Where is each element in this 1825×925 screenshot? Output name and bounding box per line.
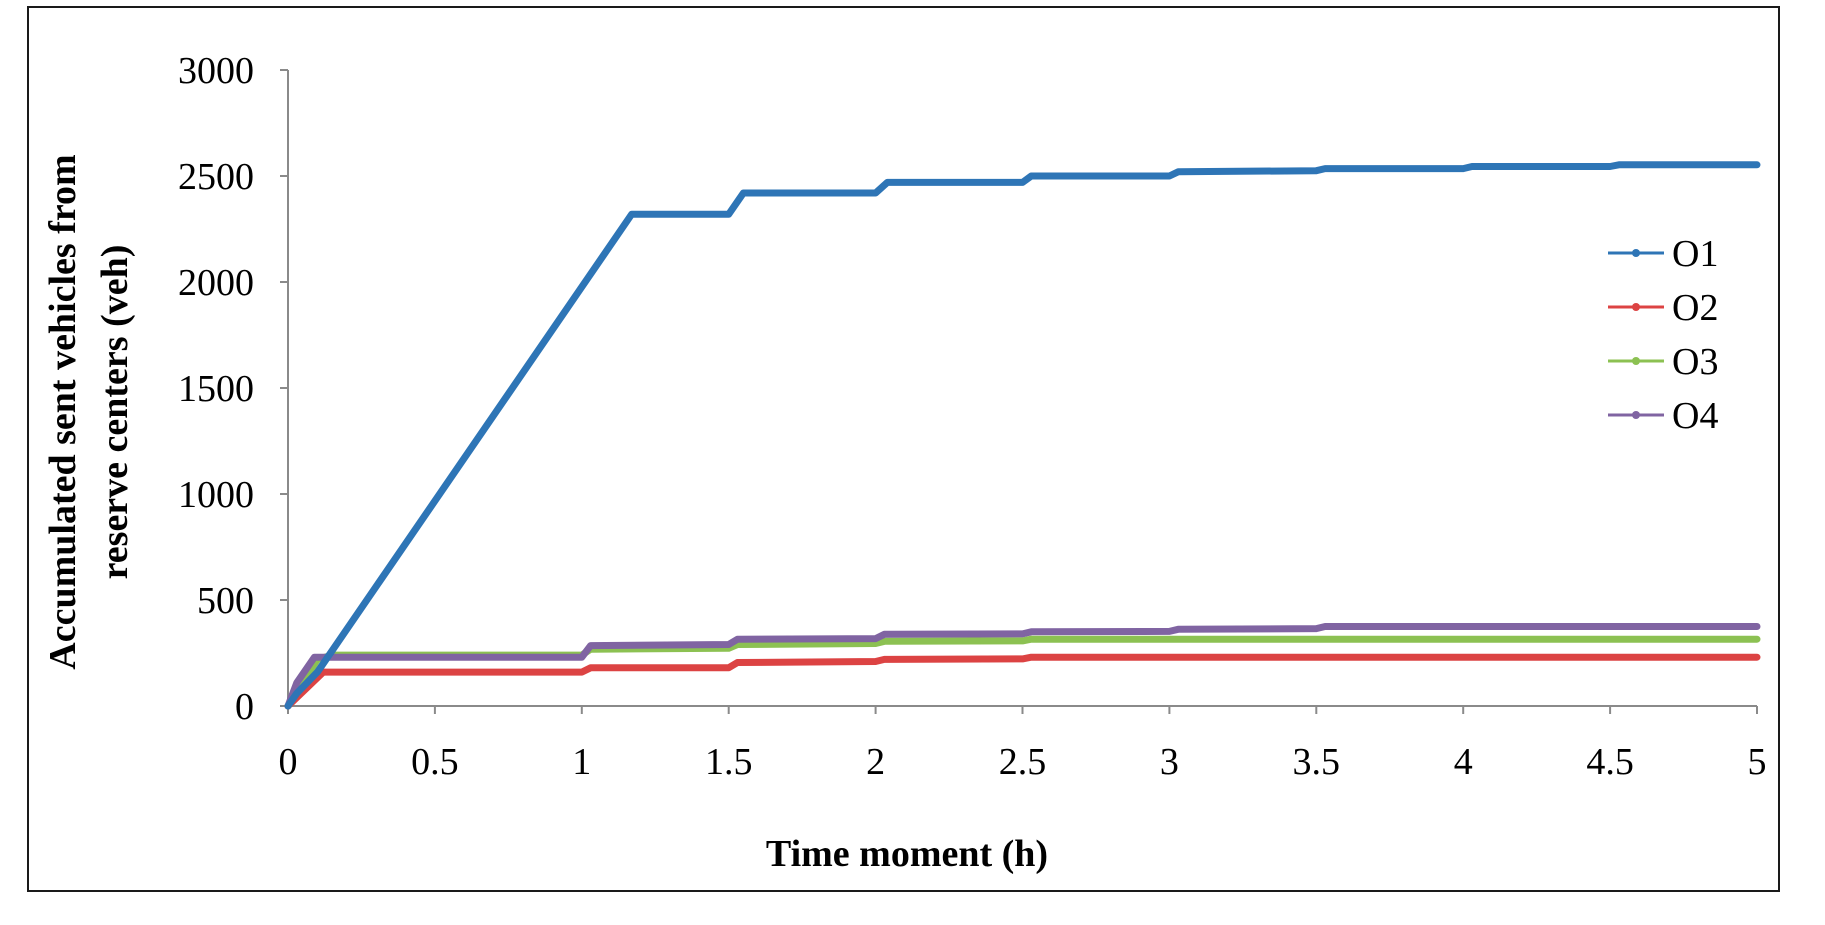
- legend-item-o4: O4: [1608, 395, 1718, 437]
- series-line-o2: [284, 653, 1761, 710]
- y-tick-label: 3000: [178, 50, 254, 92]
- legend-item-o1: O1: [1608, 233, 1718, 275]
- y-tick-label: 1500: [178, 368, 254, 410]
- y-axis-title-line-1: Accumulated sent vehicles from: [42, 154, 84, 669]
- legend-label: O2: [1672, 287, 1718, 329]
- x-tick-label: 5: [1748, 741, 1767, 783]
- y-axis-title: Accumulated sent vehicles from reserve c…: [42, 154, 136, 669]
- ticks: 0 500 1000 1500 2000 2500 3000 0 0.5 1 1.5 2 2.5 3 3.5…: [178, 50, 1767, 783]
- x-tick-label: 4: [1454, 741, 1473, 783]
- chart-frame: [27, 6, 1780, 892]
- y-tick-label: 2500: [178, 156, 254, 198]
- x-axis-title: Time moment (h): [766, 833, 1048, 875]
- y-axis-title-line-2: reserve centers (veh): [94, 245, 136, 580]
- legend-label: O3: [1672, 341, 1718, 383]
- x-tick-label: 3.5: [1293, 741, 1341, 783]
- series-line-o4: [284, 623, 1761, 710]
- legend-label: O4: [1672, 395, 1718, 437]
- y-tick-label: 0: [235, 686, 254, 728]
- legend-marker: [1632, 357, 1640, 365]
- legend-marker: [1632, 303, 1640, 311]
- y-tick-label: 500: [197, 580, 254, 622]
- series-lines: [284, 161, 1761, 710]
- legend-item-o2: O2: [1608, 287, 1718, 329]
- x-tick-label: 0: [279, 741, 298, 783]
- legend-item-o3: O3: [1608, 341, 1718, 383]
- x-tick-label: 4.5: [1586, 741, 1634, 783]
- legend-marker: [1632, 411, 1640, 419]
- x-tick-label: 2: [866, 741, 885, 783]
- y-tick-label: 1000: [178, 474, 254, 516]
- x-tick-label: 3: [1160, 741, 1179, 783]
- legend-marker: [1632, 249, 1640, 257]
- y-tick-label: 2000: [178, 262, 254, 304]
- x-tick-label: 0.5: [411, 741, 459, 783]
- series-line-o1: [284, 161, 1761, 710]
- x-tick-label: 1: [572, 741, 591, 783]
- legend: O1 O2 O3 O4: [1608, 233, 1718, 437]
- x-tick-label: 2.5: [999, 741, 1047, 783]
- x-tick-label: 1.5: [705, 741, 753, 783]
- legend-label: O1: [1672, 233, 1718, 275]
